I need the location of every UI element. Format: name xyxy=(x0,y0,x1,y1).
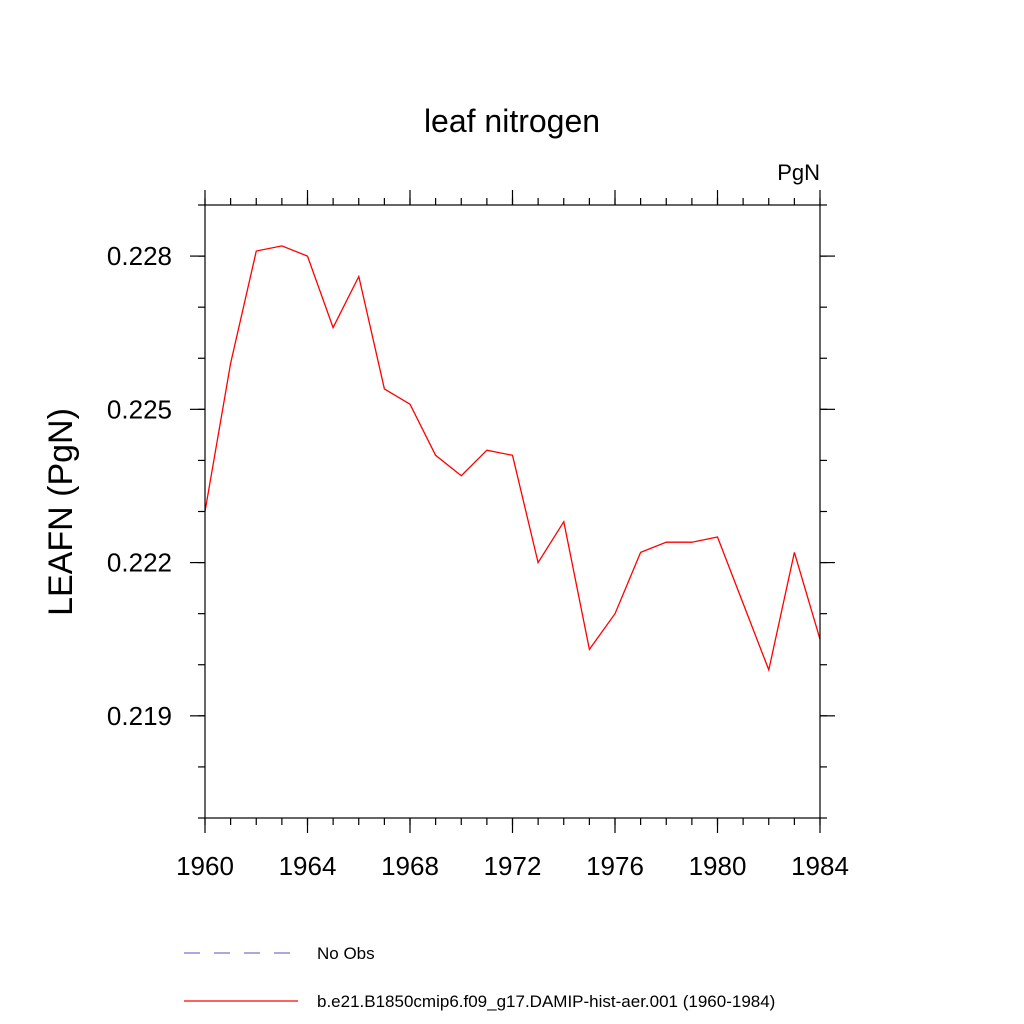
x-tick-label: 1968 xyxy=(381,851,439,881)
y-tick-label: 0.219 xyxy=(107,701,172,731)
axis-ticks: 1960 1964 1968 1972 1976 1980 1984 0.219 0.222 0.… xyxy=(107,190,849,881)
legend-label: b.e21.B1850cmip6.f09_g17.DAMIP-hist-aer.… xyxy=(317,992,775,1011)
legend: No Obs b.e21.B1850cmip6.f09_g17.DAMIP-his… xyxy=(184,944,775,1011)
x-tick-label: 1984 xyxy=(791,851,849,881)
x-tick-label: 1960 xyxy=(176,851,234,881)
x-tick-label: 1964 xyxy=(279,851,337,881)
series-lines xyxy=(204,245,821,673)
y-tick-label: 0.225 xyxy=(107,394,172,424)
chart-title: leaf nitrogen xyxy=(424,103,600,139)
plot-frame xyxy=(204,204,821,819)
y-tick-label: 0.222 xyxy=(107,548,172,578)
legend-label: No Obs xyxy=(317,944,375,963)
y-axis-label: LEAFN (PgN) xyxy=(42,408,80,616)
y-tick-label: 0.228 xyxy=(107,241,172,271)
x-tick-label: 1976 xyxy=(586,851,644,881)
series-line xyxy=(204,245,821,673)
x-tick-label: 1980 xyxy=(689,851,747,881)
chart-units: PgN xyxy=(777,160,820,185)
x-tick-label: 1972 xyxy=(484,851,542,881)
